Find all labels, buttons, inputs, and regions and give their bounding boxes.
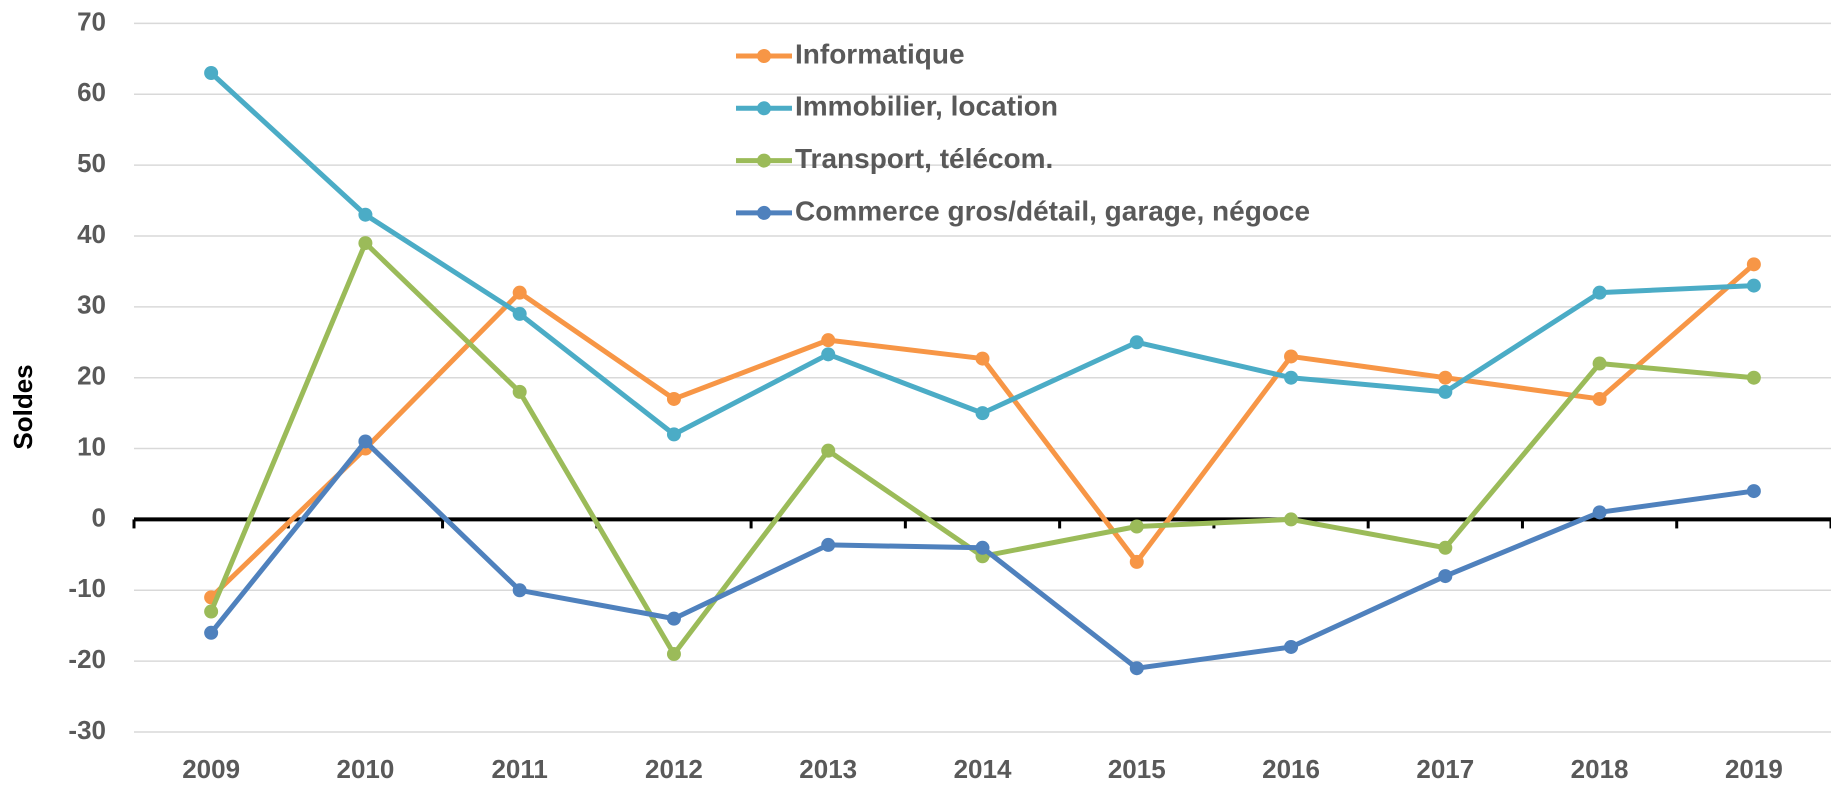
legend-label: Transport, télécom. [795, 143, 1053, 174]
legend-label: Immobilier, location [795, 91, 1058, 122]
y-tick-label: 60 [77, 77, 106, 107]
data-point [1438, 370, 1453, 385]
data-point [975, 351, 990, 366]
data-point [975, 540, 990, 555]
data-point [204, 604, 219, 619]
y-tick-label: 10 [77, 431, 106, 461]
data-point [666, 611, 681, 626]
y-tick-label: 40 [77, 219, 106, 249]
legend-marker [757, 205, 771, 220]
legend-label: Commerce gros/détail, garage, négoce [795, 195, 1310, 226]
legend-marker [757, 153, 771, 168]
data-point [1746, 257, 1761, 272]
data-point [1129, 519, 1144, 534]
x-tick-label: 2017 [1416, 754, 1474, 784]
data-point [1129, 554, 1144, 569]
x-tick-label: 2010 [336, 754, 394, 784]
y-tick-label: -10 [68, 573, 106, 603]
y-tick-label: 50 [77, 148, 106, 178]
x-tick-label: 2019 [1725, 754, 1783, 784]
data-point [1438, 569, 1453, 584]
x-tick-label: 2014 [954, 754, 1012, 784]
data-point [1438, 384, 1453, 399]
x-tick-label: 2018 [1571, 754, 1629, 784]
data-point [666, 427, 681, 442]
data-point [204, 66, 219, 81]
y-tick-label: 0 [92, 502, 106, 532]
y-tick-label: -30 [68, 715, 106, 745]
legend-label: Informatique [795, 38, 965, 69]
y-tick-label: 70 [77, 6, 106, 36]
data-point [1284, 512, 1299, 527]
data-point [512, 285, 527, 300]
y-tick-label: 20 [77, 361, 106, 391]
data-point [358, 434, 373, 449]
x-tick-label: 2009 [182, 754, 240, 784]
data-point [1129, 335, 1144, 350]
data-point [1284, 349, 1299, 364]
data-point [821, 347, 836, 362]
data-point [1746, 484, 1761, 499]
x-tick-label: 2012 [645, 754, 703, 784]
data-point [1592, 391, 1607, 406]
series-line [209, 71, 1754, 437]
x-tick-label: 2013 [799, 754, 857, 784]
data-point [358, 207, 373, 222]
data-point [204, 625, 219, 640]
data-point [512, 583, 527, 598]
x-tick-label: 2011 [491, 754, 547, 784]
data-point [821, 333, 836, 348]
x-tick-label: 2015 [1108, 754, 1166, 784]
y-tick-label: -20 [68, 644, 106, 674]
data-point [1746, 278, 1761, 293]
data-point [821, 443, 836, 458]
data-point [821, 537, 836, 552]
data-point [358, 236, 373, 251]
data-point [1284, 639, 1299, 654]
data-point [1129, 661, 1144, 676]
data-point [512, 306, 527, 321]
data-point [666, 647, 681, 662]
data-point [1592, 285, 1607, 300]
data-point [512, 384, 527, 399]
y-axis-label: Soldes [8, 364, 38, 449]
data-point [1746, 370, 1761, 385]
x-tick-label: 2016 [1262, 754, 1320, 784]
data-point [1438, 540, 1453, 555]
data-point [1592, 356, 1607, 371]
y-tick-label: 30 [77, 290, 106, 320]
legend-marker [757, 49, 771, 63]
data-point [1592, 505, 1607, 520]
data-point [975, 406, 990, 421]
data-point [1284, 370, 1299, 385]
legend-marker [757, 101, 771, 116]
data-point [666, 391, 681, 406]
